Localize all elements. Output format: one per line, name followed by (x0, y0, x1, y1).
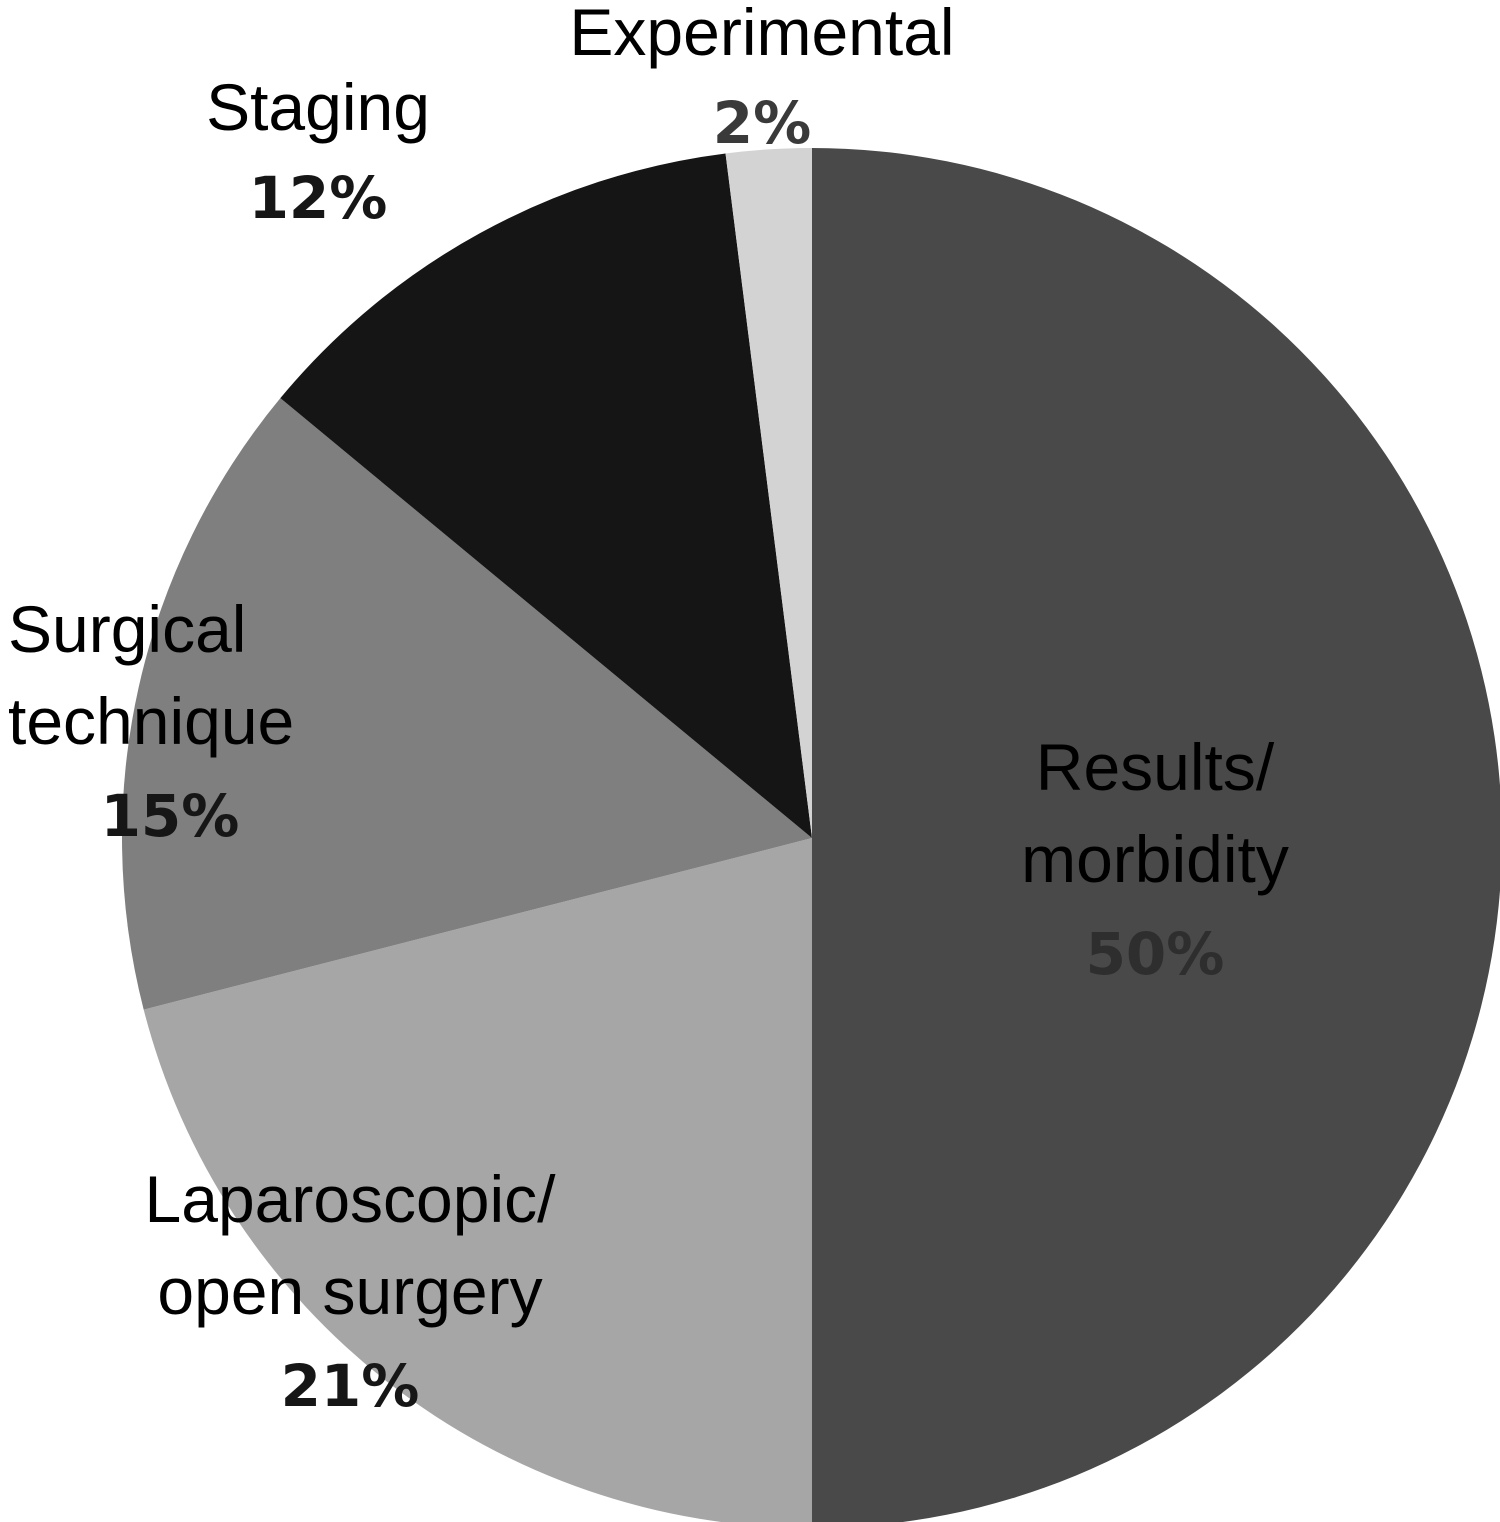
pie-labels: Results/morbidity 50% Laparoscopic/open su… (8, 0, 1289, 1420)
slice-label-2-line-0: Surgical (8, 592, 246, 666)
slice-label-0-line-0: Results/ (1036, 730, 1275, 804)
pie-slice-3 (280, 153, 813, 838)
slice-label-1-line-1: open surgery (157, 1254, 542, 1328)
slice-label-1-line-0: Laparoscopic/ (145, 1162, 557, 1236)
slice-label-2-line-1: technique (8, 684, 294, 758)
slice-label-3-line-0: Staging (206, 70, 430, 144)
pie-slice-4 (725, 148, 812, 838)
slice-label-4-line-0: Experimental (569, 0, 954, 69)
pie-slice-2 (122, 398, 813, 1010)
pie-slice-0 (812, 148, 1500, 1522)
slice-percent-2: 15% (101, 782, 240, 850)
pie-slice-1 (143, 838, 812, 1522)
slice-percent-1: 21% (281, 1352, 420, 1420)
pie-slices (122, 148, 1500, 1522)
slice-percent-4: 2% (713, 89, 811, 157)
slice-percent-0: 50% (1086, 920, 1225, 988)
slice-percent-3: 12% (249, 164, 388, 232)
slice-label-0-line-1: morbidity (1021, 822, 1289, 896)
